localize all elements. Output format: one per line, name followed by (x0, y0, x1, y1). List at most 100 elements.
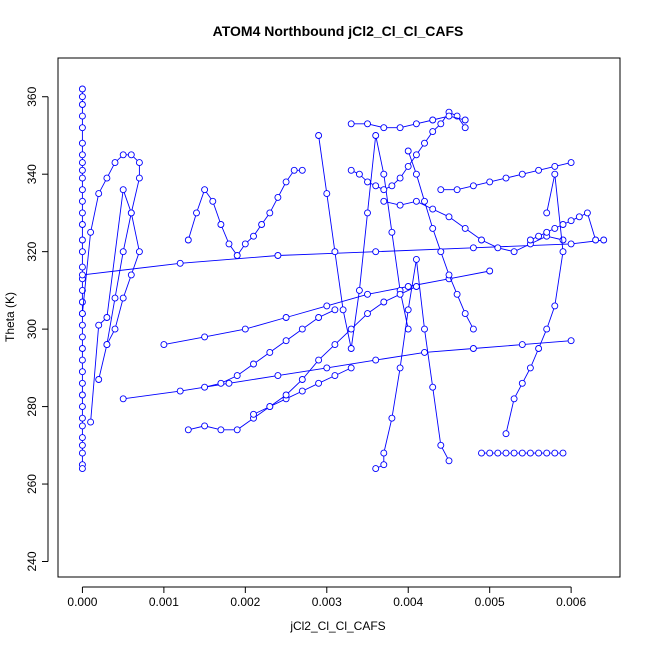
data-point (78, 101, 86, 108)
data-point (127, 209, 135, 217)
data-point (535, 345, 543, 352)
data-point (461, 224, 469, 232)
data-point (551, 170, 559, 178)
data-point (429, 224, 437, 232)
series-line (81, 154, 140, 345)
x-tick-label: 0.000 (67, 595, 97, 609)
y-tick-label: 260 (25, 474, 39, 494)
data-point (559, 236, 567, 244)
data-point (396, 201, 404, 209)
data-point (78, 286, 86, 294)
data-point (176, 259, 184, 267)
data-point (78, 368, 86, 376)
data-point (225, 240, 233, 248)
data-point (78, 379, 86, 387)
data-point (404, 283, 412, 290)
data-point (502, 430, 510, 438)
data-point (78, 209, 86, 217)
data-point (209, 197, 217, 205)
data-point (78, 414, 86, 422)
data-point (526, 364, 534, 372)
data-point (518, 170, 526, 178)
data-point (78, 221, 86, 228)
data-point (380, 298, 388, 306)
data-point (176, 387, 184, 395)
data-point (78, 391, 86, 399)
data-point (160, 341, 168, 349)
data-point (437, 120, 445, 128)
data-point (575, 213, 583, 221)
data-point (478, 236, 485, 244)
data-point (315, 379, 323, 387)
data-point (119, 151, 127, 159)
data-point (78, 422, 86, 430)
series-layer (78, 85, 608, 473)
data-point (486, 178, 494, 186)
data-point (510, 449, 518, 457)
data-point (78, 263, 86, 271)
data-point (412, 120, 420, 128)
data-point (331, 372, 339, 380)
data-point (372, 465, 380, 473)
data-point (111, 325, 119, 333)
data-point (535, 166, 543, 174)
data-point (241, 240, 249, 248)
data-point (266, 403, 274, 411)
data-point (380, 461, 388, 469)
data-point (135, 174, 143, 182)
data-point (78, 197, 86, 205)
x-tick-label: 0.006 (556, 595, 586, 609)
data-point (486, 449, 494, 457)
data-point (135, 159, 143, 167)
data-point (266, 348, 274, 356)
data-point (364, 310, 371, 318)
data-point (380, 449, 388, 457)
data-point (412, 255, 420, 263)
data-point (217, 379, 225, 387)
data-point (404, 162, 412, 170)
data-point (282, 314, 290, 321)
plot-frame (57, 57, 621, 578)
data-point (201, 383, 209, 391)
data-point (535, 449, 543, 457)
data-point (78, 174, 86, 182)
x-axis-label: jCl2_Cl_Cl_CAFS (289, 619, 385, 633)
data-point (453, 186, 461, 194)
data-point (380, 124, 388, 132)
series-line (90, 189, 140, 423)
data-point (412, 170, 420, 178)
data-point (421, 325, 428, 333)
data-point (95, 376, 103, 383)
data-point (298, 166, 306, 174)
data-point (396, 364, 404, 372)
data-point (421, 348, 428, 356)
data-point (266, 209, 274, 217)
data-point (103, 341, 111, 349)
data-point (78, 356, 86, 364)
data-point (437, 441, 445, 449)
data-point (282, 337, 290, 345)
x-tick-label: 0.003 (312, 595, 342, 609)
data-point (127, 271, 135, 279)
data-point (201, 186, 209, 194)
series-line (82, 239, 604, 276)
data-point (78, 166, 86, 174)
data-point (78, 236, 86, 244)
data-point (518, 341, 526, 349)
data-point (372, 182, 380, 190)
data-point (396, 290, 404, 298)
data-point (380, 170, 388, 178)
data-point (201, 333, 209, 341)
data-point (412, 151, 420, 159)
x-tick-label: 0.005 (475, 595, 505, 609)
series-line (383, 200, 564, 253)
data-point (478, 449, 485, 457)
data-point (103, 314, 111, 321)
data-point (250, 360, 257, 368)
data-point (184, 236, 192, 244)
x-tick-label: 0.002 (230, 595, 260, 609)
y-axis-label: Theta (K) (3, 292, 17, 342)
data-point (78, 139, 86, 147)
data-point (404, 306, 412, 314)
data-point (250, 232, 257, 240)
